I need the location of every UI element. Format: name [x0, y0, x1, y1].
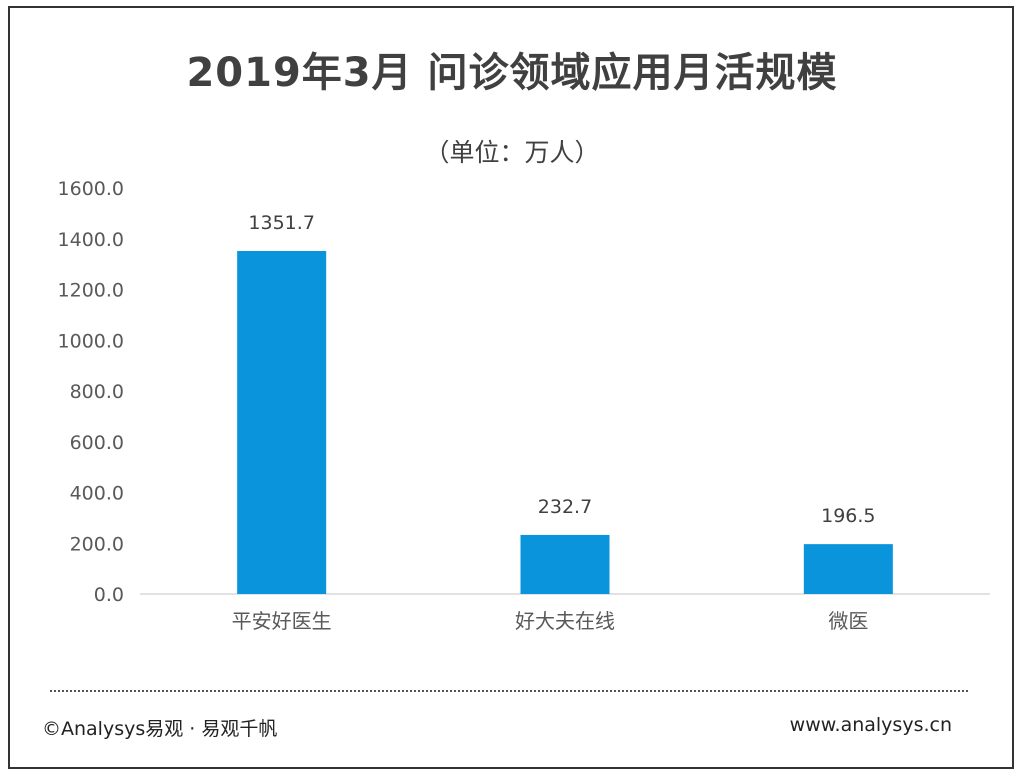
y-tick-label: 1400.0	[58, 229, 124, 251]
y-tick-label: 400.0	[70, 483, 124, 505]
bar	[237, 251, 327, 595]
footer-website: www.analysys.cn	[789, 714, 952, 736]
footer-divider	[50, 690, 968, 692]
y-tick-label: 1000.0	[58, 330, 124, 352]
y-axis-ticks: 0.0 200.0 400.0 600.0 800.0 1000.0 1200.0 1400.…	[58, 178, 124, 606]
x-category-label: 好大夫在线	[515, 609, 615, 633]
x-category-label: 微医	[828, 609, 868, 633]
bar-value-label: 196.5	[821, 505, 875, 527]
footer-source: ©Analysys易观 · 易观千帆	[42, 718, 278, 740]
bar	[803, 544, 893, 594]
x-category-label: 平安好医生	[232, 609, 332, 633]
bar-value-label: 1351.7	[248, 212, 314, 234]
bar	[520, 534, 610, 594]
chart-title: 2019年3月 问诊领域应用月活规模	[186, 50, 838, 96]
value-labels-group: 1351.7 232.7 196.5	[248, 212, 875, 527]
bars-group	[237, 251, 893, 595]
y-tick-label: 1600.0	[58, 178, 124, 200]
y-tick-label: 0.0	[94, 584, 124, 606]
bar-value-label: 232.7	[538, 496, 592, 518]
chart-subtitle: （单位：万人）	[424, 138, 600, 167]
chart-frame	[8, 6, 1014, 769]
y-tick-label: 800.0	[70, 381, 124, 403]
y-tick-label: 200.0	[70, 533, 124, 555]
y-tick-label: 600.0	[70, 432, 124, 454]
x-axis-labels: 平安好医生 好大夫在线 微医	[232, 609, 869, 633]
y-tick-label: 1200.0	[58, 280, 124, 302]
